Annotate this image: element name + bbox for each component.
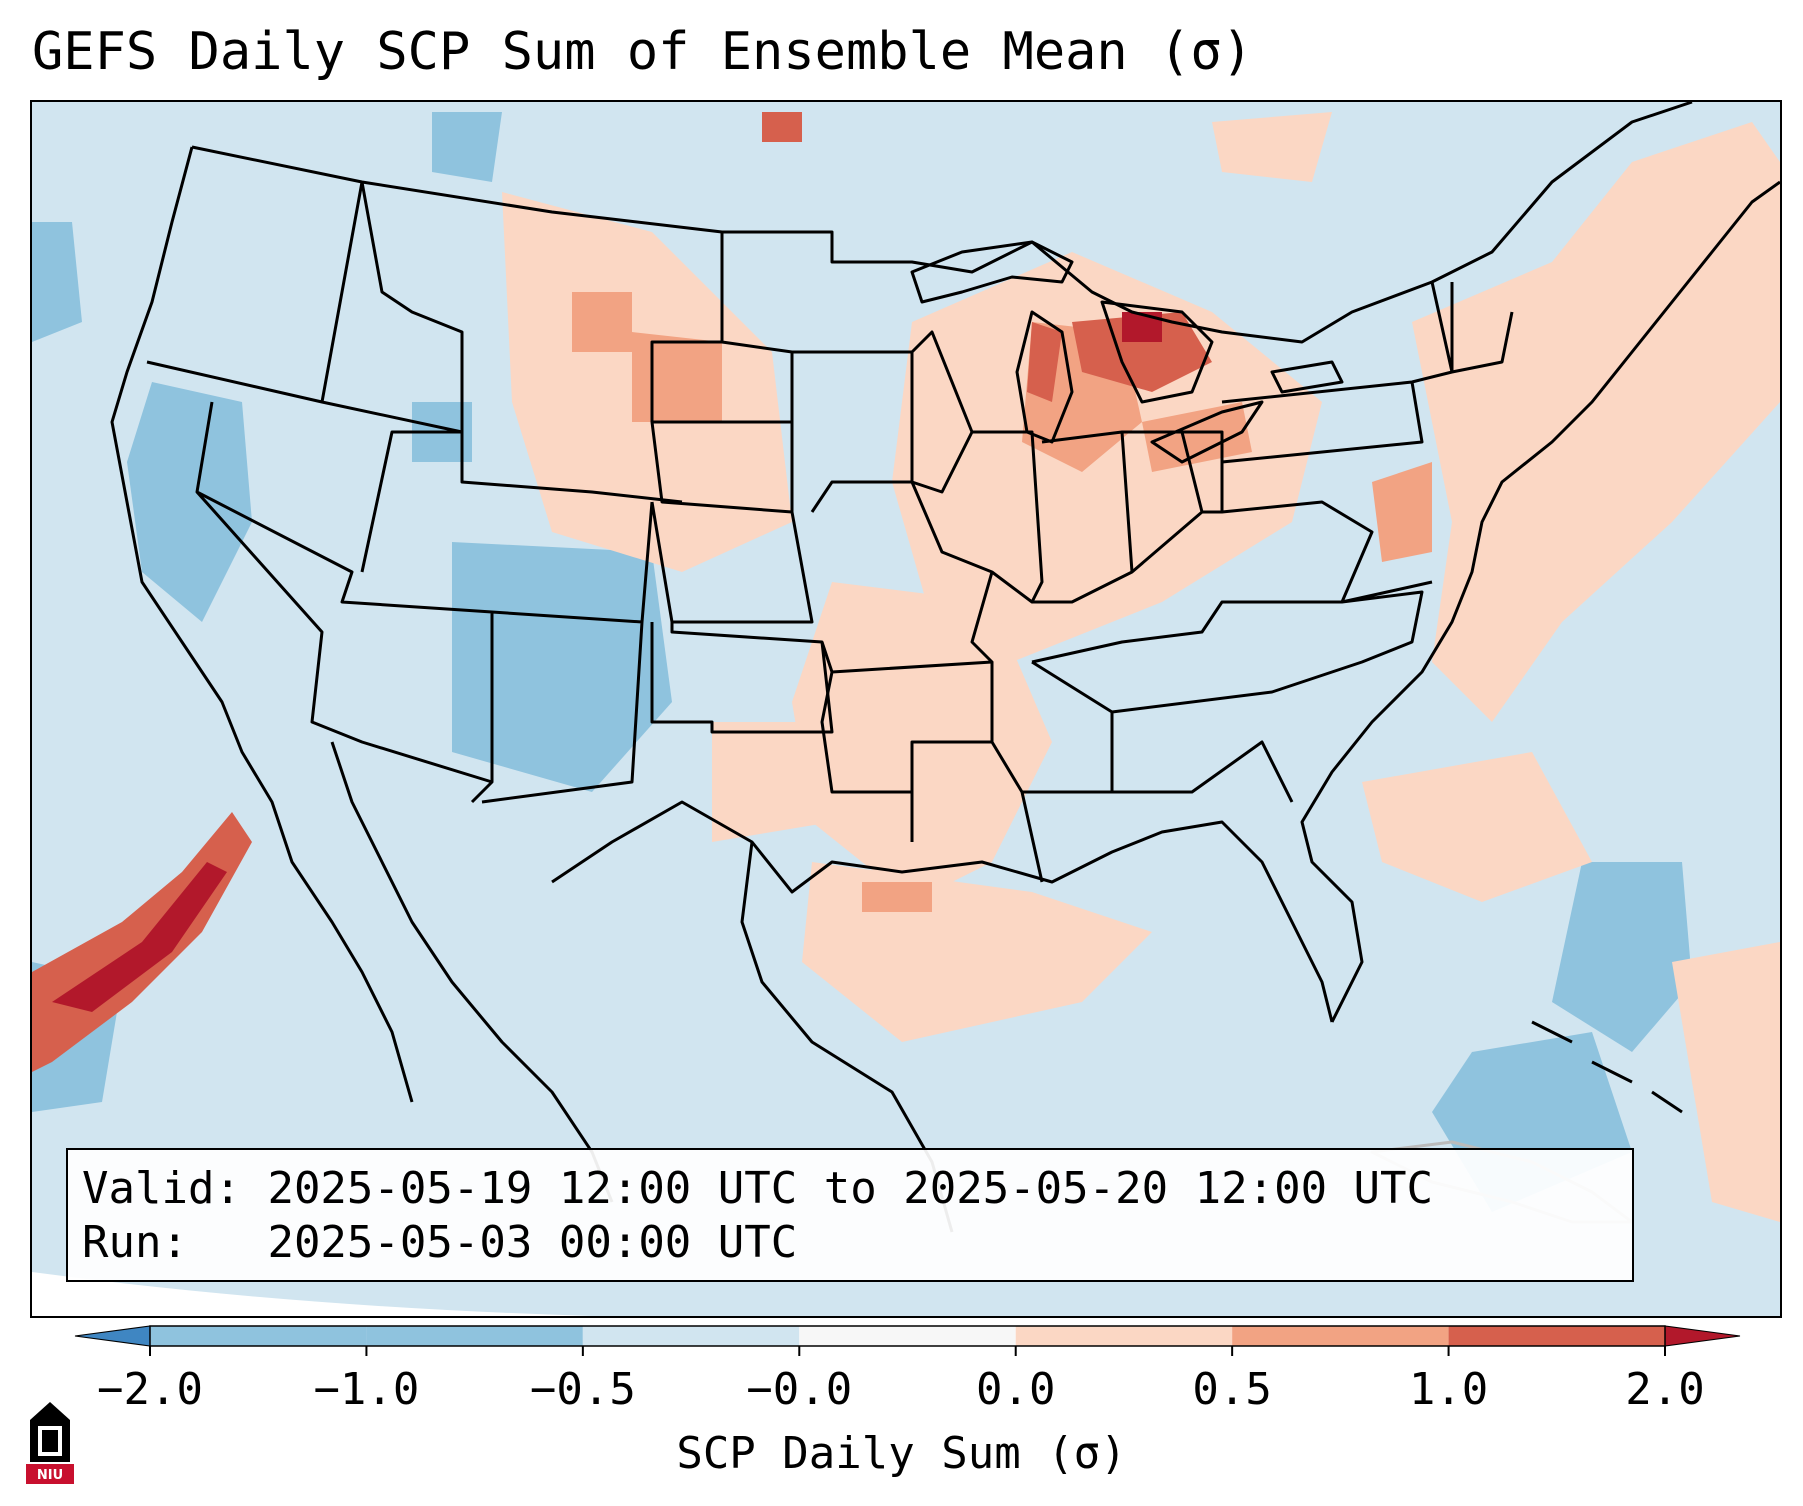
validity-info-box: Valid: 2025-05-19 12:00 UTC to 2025-05-2…: [66, 1148, 1634, 1282]
page-title: GEFS Daily SCP Sum of Ensemble Mean (σ): [32, 22, 1253, 82]
valid-label: Valid:: [82, 1163, 241, 1214]
valid-value: 2025-05-19 12:00 UTC to 2025-05-20 12:00…: [267, 1163, 1434, 1214]
pos-anomaly-northeast: [1412, 122, 1780, 722]
run-value: 2025-05-03 00:00 UTC: [267, 1217, 798, 1268]
colorbar-tick-label: −0.0: [746, 1364, 852, 1415]
atlantic-coastline: [1300, 180, 1780, 1023]
colorbar-tick-label: −0.5: [530, 1364, 636, 1415]
state-lines-east: [792, 281, 1514, 883]
pos-anomaly-atlantic-coast: [1362, 752, 1592, 902]
colorbar-outline: [149, 1325, 1666, 1347]
pos-anomaly-texas: [712, 722, 832, 842]
pos-anomaly-gulf-offshore: [862, 882, 932, 912]
pos-anomaly-sd-center: [632, 332, 722, 422]
colorbar-segment: [1232, 1326, 1449, 1346]
colorbar-label: SCP Daily Sum (σ): [676, 1428, 1127, 1479]
colorbar-segment: [582, 1326, 800, 1346]
neg-anomaly-atlantic: [1552, 862, 1692, 1052]
pos-anomaly-nd-max: [762, 112, 802, 142]
colorbar-tick-label: −1.0: [313, 1364, 419, 1415]
run-line: Run: 2025-05-03 00:00 UTC: [82, 1216, 1618, 1270]
lake-ontario: [1270, 360, 1344, 394]
pos-anomaly-great-lakes-north: [1212, 112, 1332, 182]
colorbar: −2.0 −1.0 −0.5 −0.0 0.0 0.5 1.0 2.0: [74, 1325, 1741, 1415]
colorbar-segments: [74, 1325, 1741, 1347]
colorbar-segment: [799, 1326, 1016, 1346]
map-boundaries: [110, 102, 1780, 1233]
pacific-coastline: [110, 146, 414, 1103]
run-label: Run:: [82, 1217, 188, 1268]
baja-coastline: [330, 741, 614, 1203]
niu-logo-icon: NIU: [26, 1402, 74, 1484]
colorbar-ticks: −2.0 −1.0 −0.5 −0.0 0.0 0.5 1.0 2.0: [97, 1346, 1705, 1415]
pos-anomaly-midwest: [892, 252, 1322, 662]
neg-anomaly-montana: [432, 112, 502, 182]
niu-logo-text: NIU: [37, 1468, 63, 1483]
colorbar-tick-label: 1.0: [1409, 1364, 1488, 1415]
colorbar-segment: [150, 1326, 367, 1346]
colorbar-tick-label: −2.0: [97, 1364, 203, 1415]
state-lines-west: [146, 181, 834, 804]
map-panel: [30, 100, 1782, 1318]
colorbar-extend-low: [74, 1325, 151, 1347]
pos-anomaly-virginia-coast: [1372, 462, 1432, 562]
neg-anomaly-west-coast: [127, 382, 252, 622]
colorbar-tick-label: 0.0: [976, 1364, 1055, 1415]
lake-superior: [910, 240, 1074, 304]
bahamas: [1531, 1020, 1683, 1114]
colorbar-segment: [366, 1326, 583, 1346]
colorbar-segment: [1015, 1326, 1233, 1346]
gulf-coastline: [551, 800, 1334, 1023]
colorbar-segment: [1448, 1326, 1665, 1346]
pos-anomaly-lake-michigan-core: [1027, 322, 1062, 402]
colorbar-tick-label: 2.0: [1625, 1364, 1704, 1415]
colorbar-tick-label: 0.5: [1192, 1364, 1271, 1415]
off-grid-area: [32, 1272, 592, 1316]
forecast-map: [32, 102, 1780, 1316]
lake-huron: [1100, 300, 1214, 404]
pos-anomaly-michigan-core: [1072, 312, 1212, 392]
colorbar-extend-high: [1664, 1325, 1741, 1347]
neg-anomaly-colorado: [452, 542, 672, 792]
valid-line: Valid: 2025-05-19 12:00 UTC to 2025-05-2…: [82, 1162, 1618, 1216]
neg-anomaly-nw: [32, 222, 82, 342]
lake-erie: [1150, 400, 1264, 464]
pos-anomaly-michigan-max: [1122, 312, 1162, 342]
pos-anomaly-pacific-core: [52, 862, 227, 1012]
pos-anomaly-wyoming: [572, 292, 632, 352]
pos-anomaly-se-atlantic: [1672, 942, 1780, 1222]
